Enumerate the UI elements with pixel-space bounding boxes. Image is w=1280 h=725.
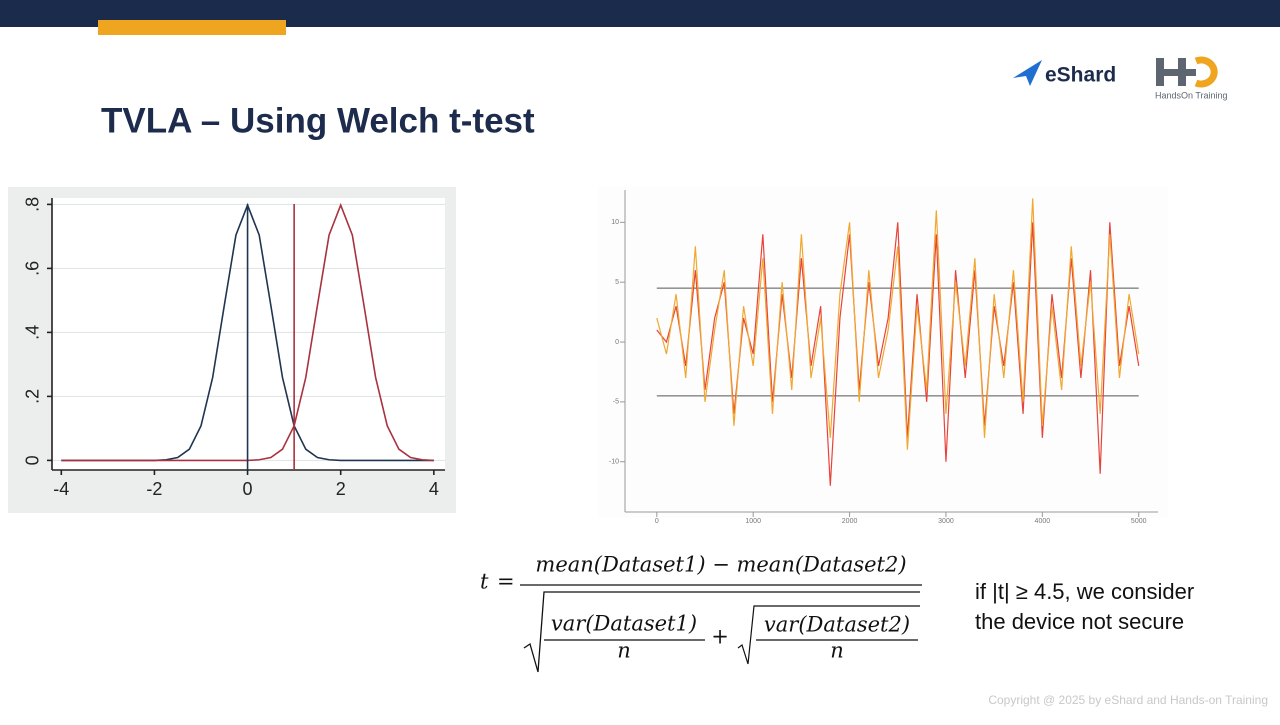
title: TVLA – Using Welch t-test [101, 101, 535, 140]
x-tick-label: 2000 [842, 518, 858, 525]
x-tick-label: 4 [429, 479, 439, 499]
condition-line: if |t| ≥ 4.5, we consider [975, 579, 1194, 604]
x-tick-label: 0 [243, 479, 253, 499]
accent-bar [98, 20, 286, 35]
y-tick-label: .6 [23, 261, 43, 276]
x-tick-label: 1000 [745, 518, 761, 525]
plot-area [625, 190, 1158, 512]
y-tick-label: .2 [23, 389, 43, 404]
x-tick-label: 5000 [1131, 518, 1147, 525]
formula: t = mean(Dataset1) − mean(Dataset2) var(… [480, 553, 922, 673]
y-tick-label: -10 [609, 459, 619, 466]
plot-area [52, 198, 445, 470]
condition-line: the device not secure [975, 609, 1184, 634]
formula-var2: var(Dataset2) [764, 613, 910, 637]
y-tick-label: .4 [23, 325, 43, 340]
ho-tagline: HandsOn Training [1155, 90, 1228, 100]
y-tick-label: .8 [23, 197, 43, 212]
formula-var1: var(Dataset1) [551, 612, 697, 636]
y-tick-label: 0 [23, 455, 43, 465]
y-tick-label: 0 [615, 339, 619, 346]
formula-n1: n [617, 639, 631, 663]
formula-lhs: t [480, 570, 489, 594]
copyright: Copyright @ 2025 by eShard and Hands-on … [988, 693, 1268, 707]
formula-n2: n [830, 639, 844, 663]
series-line [656, 198, 1140, 450]
radical [523, 591, 920, 673]
y-tick-label: 10 [611, 219, 619, 226]
y-tick-label: -5 [613, 399, 619, 406]
x-tick-label: 0 [655, 518, 659, 525]
formula-numerator: mean(Dataset1) − mean(Dataset2) [535, 553, 906, 577]
radical [737, 605, 920, 665]
y-tick-label: 5 [615, 279, 619, 286]
x-tick-label: 3000 [938, 518, 954, 525]
ho-logo [1156, 56, 1218, 88]
eshard-logo: eShard [1045, 64, 1116, 87]
x-tick-label: -2 [146, 479, 162, 499]
eshard-icon [1013, 60, 1042, 86]
x-tick-label: 2 [336, 479, 346, 499]
x-tick-label: -4 [53, 479, 69, 499]
formula-eq: = [497, 570, 515, 594]
x-tick-label: 4000 [1035, 518, 1051, 525]
formula-plus: + [711, 625, 729, 649]
